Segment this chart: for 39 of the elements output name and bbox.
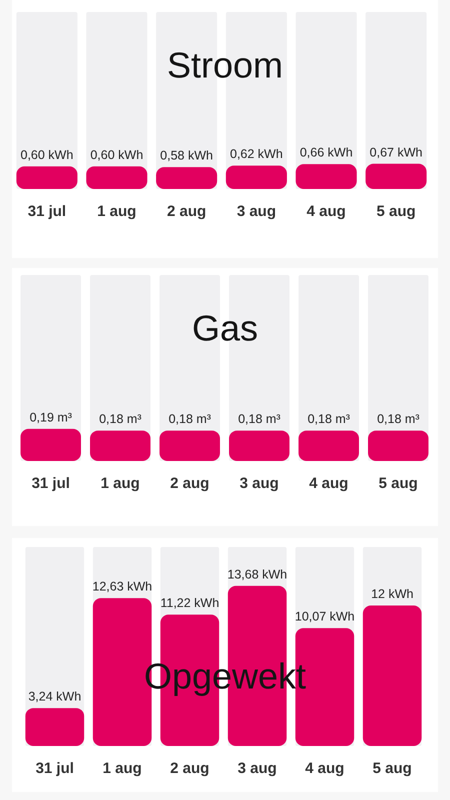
data-label: 0,18 m³ (308, 412, 350, 426)
data-label: 11,22 kWh (160, 596, 220, 610)
x-tick-label: 3 aug (236, 203, 276, 220)
x-tick-label: 4 aug (306, 203, 346, 220)
x-tick-label: 3 aug (240, 475, 279, 492)
x-tick-label: 1 aug (97, 203, 136, 220)
x-tick-label: 5 aug (376, 203, 416, 220)
data-label: 0,58 kWh (160, 148, 214, 163)
x-tick-label: 4 aug (305, 760, 344, 777)
data-label: 0,18 m³ (377, 412, 420, 426)
data-label: 13,68 kWh (227, 567, 288, 582)
data-label: 0,19 m³ (30, 410, 72, 424)
data-label: 0,67 kWh (370, 145, 423, 160)
x-tick-label: 5 aug (372, 760, 412, 777)
x-tick-label: 1 aug (102, 760, 142, 777)
data-label: 3,24 kWh (28, 690, 82, 704)
bar (25, 708, 84, 746)
data-label: 0,62 kWh (230, 147, 283, 162)
x-tick-label: 2 aug (170, 475, 210, 492)
text: Gas (192, 308, 258, 348)
data-label: 0,18 m³ (99, 412, 142, 426)
x-tick-label: 2 aug (170, 760, 210, 777)
x-tick-label: 4 aug (309, 475, 348, 492)
text: Stroom (166, 44, 284, 86)
x-tick-label: 3 aug (238, 760, 277, 777)
data-label: 12,63 kWh (92, 580, 152, 594)
x-tick-label: 2 aug (166, 203, 206, 220)
x-tick-label: 1 aug (100, 475, 140, 492)
x-tick-label: 31 jul (36, 760, 74, 777)
data-label: 0,18 m³ (238, 412, 280, 426)
x-tick-label: 31 jul (32, 475, 70, 492)
data-label: 0,18 m³ (168, 412, 211, 426)
data-label: 12 kWh (371, 587, 414, 602)
data-label: 0,60 kWh (90, 148, 144, 162)
data-label: 0,60 kWh (20, 148, 74, 162)
x-tick-label: 31 jul (28, 203, 66, 220)
data-label: 0,66 kWh (300, 146, 353, 160)
x-tick-label: 5 aug (378, 475, 418, 492)
data-label: 10,07 kWh (294, 610, 355, 624)
